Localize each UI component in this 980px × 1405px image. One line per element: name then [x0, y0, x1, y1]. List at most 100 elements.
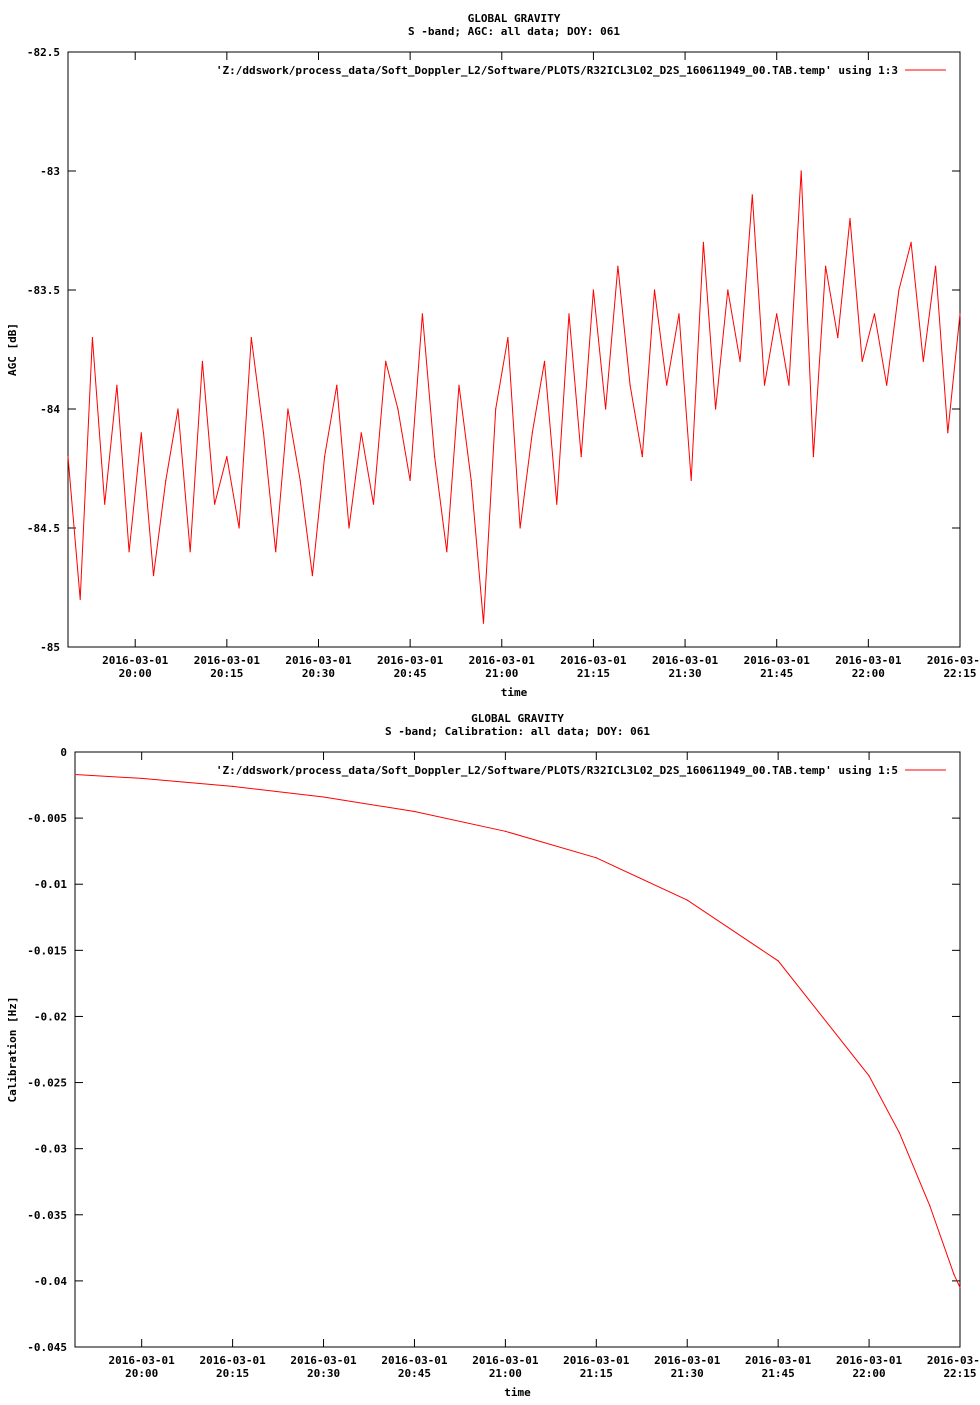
y-tick-label: -0.02: [34, 1010, 67, 1023]
chart-subtitle: S -band; Calibration: all data; DOY: 061: [385, 725, 650, 738]
data-point: [165, 479, 167, 481]
x-tick-label-time: 21:45: [762, 1367, 795, 1380]
y-tick-label: -85: [40, 641, 60, 654]
data-point: [702, 241, 704, 243]
data-point: [556, 503, 558, 505]
x-axis-label: time: [504, 1386, 531, 1399]
data-point: [686, 899, 688, 901]
x-tick-label-date: 2016-03-01: [652, 654, 719, 667]
data-point: [959, 1286, 961, 1289]
data-point: [910, 241, 912, 243]
x-tick-label-date: 2016-03-01: [109, 1354, 176, 1367]
data-point: [311, 575, 313, 577]
data-point: [531, 432, 533, 434]
x-tick-label-time: 21:15: [580, 1367, 613, 1380]
x-tick-label-time: 21:30: [671, 1367, 704, 1380]
plot-border: [74, 751, 961, 1348]
data-point: [495, 408, 497, 410]
data-point: [128, 551, 130, 553]
x-tick-label-time: 21:30: [669, 667, 702, 680]
y-tick-label: -0.025: [27, 1077, 67, 1090]
y-tick-label: -0.03: [34, 1143, 67, 1156]
x-tick-label-date: 2016-03-01: [744, 654, 811, 667]
legend-label: 'Z:/ddswork/process_data/Soft_Doppler_L2…: [216, 64, 898, 77]
data-point: [739, 360, 741, 362]
data-point: [922, 360, 924, 362]
x-tick-label-date: 2016-03-01: [102, 654, 169, 667]
x-tick-label-date: 2016-03-01: [835, 654, 902, 667]
chart-title: GLOBAL GRAVITY: [468, 12, 561, 25]
data-point: [152, 575, 155, 577]
x-axis-label: time: [501, 686, 528, 699]
y-tick-label: 0: [60, 746, 67, 759]
data-point: [629, 384, 631, 386]
x-tick-label-date: 2016-03-01: [563, 1354, 630, 1367]
y-tick-label: -82.5: [27, 46, 60, 59]
data-point: [519, 527, 521, 529]
data-point: [214, 503, 216, 505]
x-tick-label-time: 20:30: [307, 1367, 340, 1380]
data-point: [543, 360, 546, 362]
series-line-1: [67, 170, 961, 624]
data-point: [568, 313, 570, 315]
data-point: [678, 313, 680, 315]
x-tick-label-date: 2016-03-01: [927, 1354, 980, 1367]
data-point: [959, 313, 961, 315]
data-point: [727, 289, 729, 291]
data-point: [238, 527, 240, 529]
data-point: [947, 432, 949, 434]
data-point: [385, 360, 387, 362]
x-tick-label-time: 20:15: [210, 667, 243, 680]
x-tick-label-time: 20:15: [216, 1367, 249, 1380]
x-tick-label-date: 2016-03-01: [285, 654, 352, 667]
x-tick-label-date: 2016-03-01: [194, 654, 261, 667]
data-point: [641, 456, 643, 458]
x-tick-label-date: 2016-03-01: [654, 1354, 721, 1367]
plot-border: [67, 51, 961, 648]
x-tick-label-time: 20:30: [302, 667, 335, 680]
data-point: [849, 218, 851, 220]
data-point: [653, 289, 656, 291]
x-tick-label-date: 2016-03-01: [290, 1354, 357, 1367]
series-line-1: [74, 774, 961, 1288]
data-point: [580, 456, 582, 458]
data-point: [433, 456, 436, 458]
x-tick-label-date: 2016-03-01: [927, 654, 980, 667]
x-tick-label-date: 2016-03-01: [377, 654, 444, 667]
y-tick-label: -0.015: [27, 944, 67, 957]
x-tick-label-date: 2016-03-01: [472, 1354, 539, 1367]
data-point: [812, 456, 814, 458]
x-tick-label-date: 2016-03-01: [560, 654, 627, 667]
data-point: [898, 1132, 900, 1134]
data-point: [929, 1204, 931, 1207]
data-point: [873, 313, 876, 315]
legend-label: 'Z:/ddswork/process_data/Soft_Doppler_L2…: [216, 764, 898, 777]
x-tick-label-time: 21:00: [489, 1367, 522, 1380]
y-tick-label: -0.035: [27, 1209, 67, 1222]
data-point: [763, 384, 766, 386]
data-point: [592, 289, 595, 291]
data-point: [776, 313, 778, 315]
data-point: [91, 337, 94, 339]
x-tick-label-date: 2016-03-01: [469, 654, 536, 667]
data-point: [141, 777, 143, 780]
chart-title: GLOBAL GRAVITY: [471, 712, 564, 725]
data-point: [690, 479, 692, 481]
x-tick-label-time: 21:00: [485, 667, 518, 680]
data-point: [715, 408, 717, 410]
x-tick-label-date: 2016-03-01: [745, 1354, 812, 1367]
data-point: [824, 265, 827, 267]
data-point: [800, 170, 802, 172]
x-tick-label-time: 22:15: [943, 1367, 976, 1380]
y-tick-label: -83: [40, 165, 60, 178]
y-tick-label: -0.005: [27, 812, 67, 825]
y-axis-label: Calibration [Hz]: [6, 997, 19, 1103]
data-point: [409, 479, 411, 481]
y-axis-label: AGC [dB]: [6, 323, 19, 376]
x-tick-label-date: 2016-03-01: [199, 1354, 266, 1367]
y-tick-label: -84: [40, 403, 60, 416]
x-tick-label-time: 22:15: [943, 667, 976, 680]
